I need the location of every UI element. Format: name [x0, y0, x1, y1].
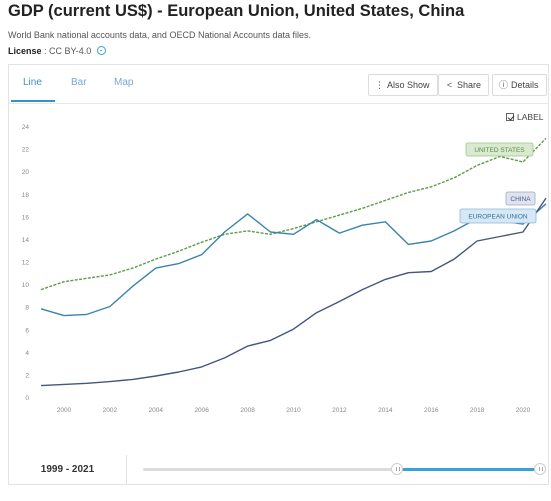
series-label-united-states: UNITED STATES: [474, 147, 525, 154]
series-label-box-european-union: [459, 208, 537, 224]
page-title: GDP (current US$) - European Union, Unit…: [8, 2, 465, 20]
time-range-bar: 1999 - 2021: [8, 455, 549, 485]
x-tick-label: 2018: [470, 407, 485, 414]
active-tab-indicator: [11, 100, 55, 102]
y-tick-label: 6: [25, 327, 29, 334]
also-show-label: Also Show: [387, 80, 430, 90]
x-tick-label: 2000: [57, 407, 72, 414]
tab-bar[interactable]: Bar: [71, 77, 87, 88]
tab-map[interactable]: Map: [114, 77, 134, 88]
y-tick-label: 24: [22, 124, 30, 131]
series-label-china: CHINA: [510, 196, 531, 203]
label-toggle-text: LABEL: [517, 112, 544, 122]
series-line-european-union[interactable]: [40, 203, 547, 317]
series-label-box-china: [505, 191, 536, 206]
share-label: Share: [457, 80, 482, 90]
info-icon[interactable]: [96, 46, 106, 55]
license-value: : CC BY-4.0: [44, 46, 92, 56]
x-tick-label: 2004: [149, 407, 164, 414]
checkbox-checked-icon[interactable]: [506, 113, 514, 121]
tab-line[interactable]: Line: [23, 77, 42, 88]
year-slider[interactable]: [143, 463, 546, 475]
slider-end-handle[interactable]: [534, 463, 546, 475]
details-info-icon: ⓘ: [499, 80, 509, 90]
source-note: World Bank national accounts data, and O…: [8, 30, 312, 40]
y-tick-label: 22: [22, 147, 30, 154]
x-tick-label: 2020: [516, 407, 531, 414]
share-button[interactable]: < Share: [438, 74, 490, 96]
x-tick-label: 2016: [424, 407, 439, 414]
y-tick-label: 16: [22, 214, 30, 221]
x-tick-label: 2006: [194, 407, 209, 414]
range-label: 1999 - 2021: [9, 455, 127, 484]
y-tick-label: 0: [25, 395, 29, 402]
details-label: Details: [511, 80, 539, 90]
y-tick-label: 12: [22, 260, 30, 267]
y-tick-label: 18: [22, 192, 30, 199]
x-tick-label: 2014: [378, 407, 393, 414]
y-tick-label: 10: [22, 282, 30, 289]
also-show-button[interactable]: ⋮ Also Show: [368, 74, 438, 96]
license-line: License : CC BY-4.0: [8, 46, 106, 56]
series-line-united-states[interactable]: [40, 137, 547, 291]
label-toggle[interactable]: LABEL: [506, 112, 543, 122]
y-tick-label: 8: [25, 305, 29, 312]
license-label: License: [8, 46, 42, 56]
series-line-china[interactable]: [40, 197, 547, 387]
chart-panel: Line Bar Map ⋮ Also Show < Share ⓘ Details …: [8, 64, 549, 456]
series-label-box-united-states: [465, 142, 534, 157]
share-icon: <: [446, 80, 453, 90]
x-tick-label: 2012: [332, 407, 347, 414]
slider-start-handle[interactable]: [390, 463, 403, 475]
y-tick-label: 20: [22, 169, 30, 176]
tabs-divider: [9, 103, 548, 104]
x-tick-label: 2002: [103, 407, 118, 414]
x-tick-label: 2010: [286, 407, 301, 414]
x-tick-label: 2008: [240, 407, 255, 414]
y-tick-label: 14: [22, 237, 30, 244]
slider-selected-range: [396, 468, 540, 471]
y-tick-label: 2: [25, 372, 29, 379]
details-button[interactable]: ⓘ Details: [492, 74, 547, 96]
more-dots-icon: ⋮: [375, 80, 384, 90]
y-tick-label: 4: [25, 350, 29, 357]
series-label-european-union: EUROPEAN UNION: [468, 213, 528, 220]
